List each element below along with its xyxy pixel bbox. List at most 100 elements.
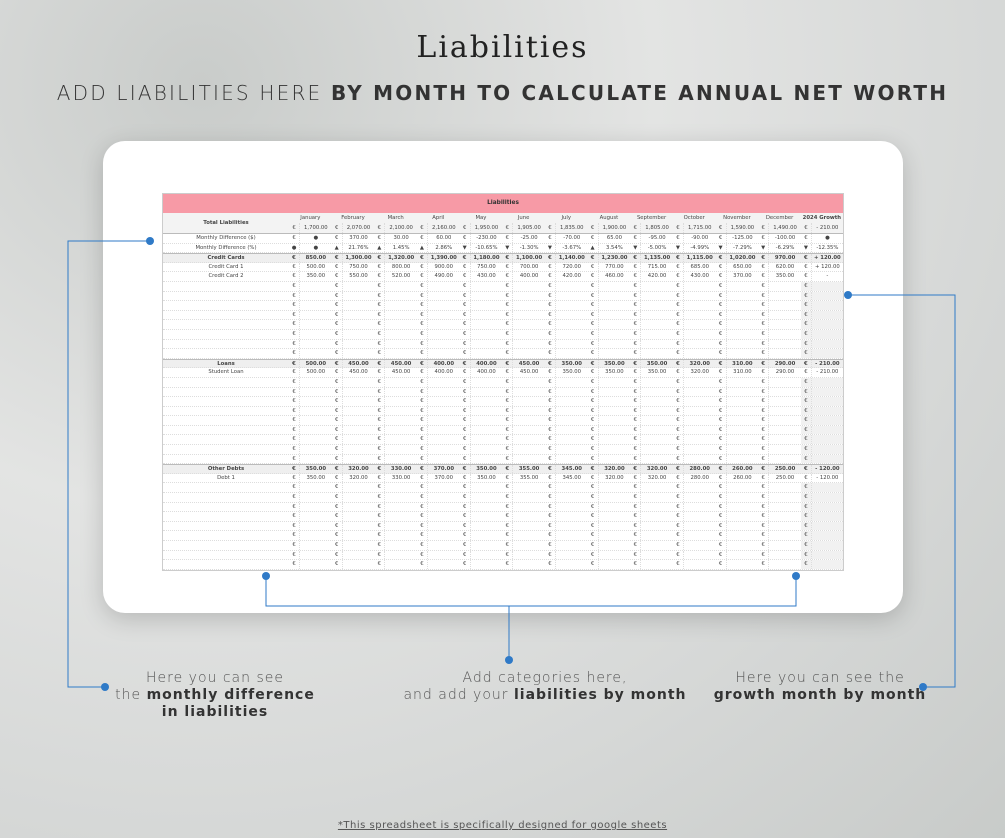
table-cell[interactable]: € <box>374 406 417 416</box>
table-cell[interactable]: €310.00 <box>716 359 759 368</box>
table-cell[interactable]: €320.00 <box>673 368 716 377</box>
table-cell[interactable]: € <box>630 502 673 512</box>
cell-value[interactable]: 750.00 <box>477 263 496 270</box>
table-cell[interactable]: €320.00 <box>588 473 631 483</box>
cell-value[interactable]: 320.00 <box>348 466 369 473</box>
table-cell[interactable]: €350.00 <box>758 272 801 281</box>
table-cell[interactable]: €260.00 <box>716 473 759 483</box>
table-cell[interactable]: € <box>758 483 801 493</box>
table-cell[interactable]: € <box>758 493 801 502</box>
table-cell[interactable]: € <box>289 512 332 521</box>
cell-value[interactable]: 700.00 <box>519 263 539 270</box>
table-cell[interactable]: € <box>417 406 460 416</box>
table-cell[interactable]: € <box>588 550 631 560</box>
table-cell[interactable]: € <box>374 387 417 397</box>
table-cell[interactable]: € <box>374 493 417 502</box>
table-cell[interactable]: € <box>374 320 417 329</box>
cell-value[interactable]: 330.00 <box>390 466 412 473</box>
table-cell[interactable]: € <box>289 416 332 425</box>
table-cell[interactable]: € <box>502 454 545 464</box>
table-cell[interactable]: € <box>545 320 588 329</box>
table-cell[interactable]: € <box>545 310 588 320</box>
table-cell[interactable]: € <box>417 435 460 445</box>
table-cell[interactable]: € <box>588 541 631 550</box>
table-cell[interactable]: € <box>502 291 545 301</box>
table-cell[interactable]: €320.00 <box>588 465 631 473</box>
table-cell[interactable]: € <box>673 339 716 349</box>
table-cell[interactable]: € <box>588 531 631 540</box>
table-cell[interactable]: €350.00 <box>630 368 673 377</box>
table-cell[interactable]: € <box>460 531 503 540</box>
table-cell[interactable]: € <box>417 349 460 358</box>
table-cell[interactable]: € <box>374 397 417 406</box>
table-cell[interactable]: € <box>630 560 673 569</box>
table-cell[interactable]: € <box>417 339 460 349</box>
table-cell[interactable]: € <box>545 416 588 425</box>
cell-value[interactable]: 370.00 <box>434 474 454 481</box>
cell-value[interactable]: 355.00 <box>519 474 539 481</box>
table-cell[interactable]: € <box>332 349 375 358</box>
table-cell[interactable]: € <box>502 329 545 339</box>
table-cell[interactable]: € <box>545 406 588 416</box>
cell-value[interactable]: 420.00 <box>562 273 582 280</box>
table-cell[interactable]: €450.00 <box>374 359 417 368</box>
table-cell[interactable]: €280.00 <box>673 465 716 473</box>
table-cell[interactable]: € <box>716 339 759 349</box>
cell-value[interactable]: 345.00 <box>562 474 582 481</box>
table-cell[interactable]: € <box>289 435 332 445</box>
table-cell[interactable]: €800.00 <box>374 262 417 272</box>
table-cell[interactable]: € <box>502 550 545 560</box>
table-cell[interactable]: € <box>289 281 332 291</box>
table-cell[interactable]: € <box>502 349 545 358</box>
table-cell[interactable]: € <box>758 531 801 540</box>
table-cell[interactable]: € <box>289 445 332 454</box>
table-cell[interactable]: € <box>588 387 631 397</box>
table-cell[interactable]: € <box>502 531 545 540</box>
table-cell[interactable]: € <box>673 512 716 521</box>
table-cell[interactable]: € <box>460 483 503 493</box>
table-cell[interactable]: € <box>460 560 503 569</box>
table-cell[interactable]: € <box>502 521 545 531</box>
cell-value[interactable]: 620.00 <box>775 263 795 270</box>
table-cell[interactable]: € <box>588 320 631 329</box>
cell-value[interactable]: 715.00 <box>647 263 667 270</box>
table-cell[interactable]: €430.00 <box>460 272 503 281</box>
table-cell[interactable]: € <box>417 493 460 502</box>
table-cell[interactable]: € <box>332 435 375 445</box>
cell-value[interactable]: 320.00 <box>605 474 624 481</box>
table-cell[interactable]: €750.00 <box>332 262 375 272</box>
table-cell[interactable]: € <box>374 521 417 531</box>
table-cell[interactable]: € <box>673 387 716 397</box>
table-cell[interactable]: € <box>673 281 716 291</box>
table-cell[interactable]: €350.00 <box>289 473 332 483</box>
table-cell[interactable]: € <box>289 425 332 435</box>
table-cell[interactable]: € <box>502 512 545 521</box>
cell-value[interactable]: 450.00 <box>519 369 539 376</box>
cell-value[interactable]: 430.00 <box>477 273 496 280</box>
table-cell[interactable]: € <box>588 493 631 502</box>
table-cell[interactable]: € <box>460 310 503 320</box>
cell-value[interactable]: 1,140.00 <box>558 255 585 262</box>
cell-value[interactable]: 500.00 <box>305 360 327 367</box>
table-cell[interactable]: € <box>460 541 503 550</box>
table-cell[interactable]: € <box>417 445 460 454</box>
table-cell[interactable]: €1,135.00 <box>630 254 673 262</box>
table-cell[interactable]: € <box>417 550 460 560</box>
table-cell[interactable]: € <box>545 493 588 502</box>
table-cell[interactable]: € <box>545 512 588 521</box>
table-cell[interactable]: €345.00 <box>545 465 588 473</box>
table-cell[interactable]: € <box>374 512 417 521</box>
table-cell[interactable]: € <box>758 387 801 397</box>
table-cell[interactable]: € <box>460 339 503 349</box>
table-cell[interactable]: € <box>460 320 503 329</box>
table-cell[interactable]: € <box>332 416 375 425</box>
table-cell[interactable]: € <box>673 483 716 493</box>
table-cell[interactable]: € <box>460 416 503 425</box>
table-cell[interactable]: € <box>716 425 759 435</box>
table-cell[interactable]: € <box>716 281 759 291</box>
table-cell[interactable]: € <box>289 521 332 531</box>
table-cell[interactable]: € <box>630 387 673 397</box>
cell-value[interactable]: 1,100.00 <box>516 255 543 262</box>
cell-value[interactable]: 350.00 <box>604 360 625 367</box>
cell-value[interactable]: 650.00 <box>733 263 752 270</box>
